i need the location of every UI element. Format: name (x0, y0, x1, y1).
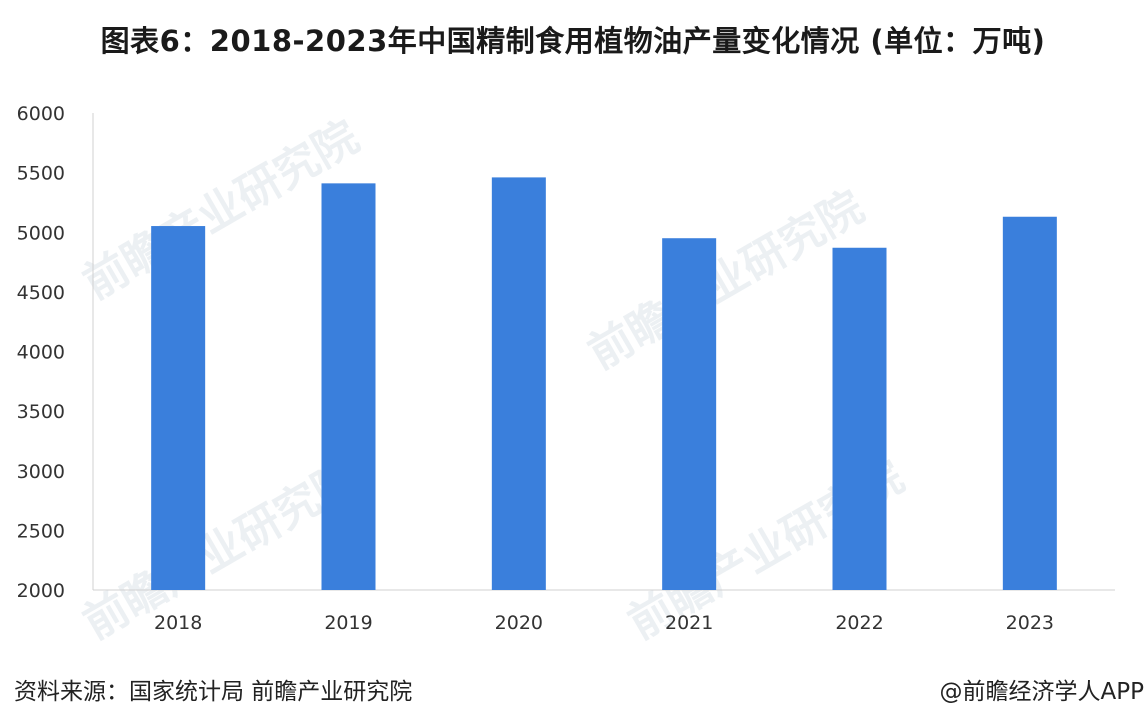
y-tick-label: 4500 (17, 282, 65, 304)
bar-2020 (491, 177, 546, 590)
x-tick-label: 2022 (835, 612, 883, 634)
watermark-text: 前瞻产业研究院 (580, 181, 872, 379)
y-tick-label: 2000 (17, 580, 65, 602)
x-tick-label: 2021 (665, 612, 713, 634)
y-tick-label: 2500 (17, 520, 65, 542)
y-tick-label: 5000 (17, 222, 65, 244)
x-tick-label: 2019 (324, 612, 372, 634)
chart-axes (92, 113, 1115, 591)
y-tick-label: 3500 (17, 401, 65, 423)
y-tick-label: 6000 (17, 103, 65, 125)
x-axis-tick-labels: 2018 2019 2020 2021 2022 2023 (154, 612, 1054, 634)
y-tick-label: 3000 (17, 461, 65, 483)
x-tick-label: 2020 (495, 612, 543, 634)
x-tick-label: 2023 (1006, 612, 1054, 634)
y-axis-tick-labels: 2000 2500 3000 3500 4000 4500 5000 5500 6000 (17, 103, 65, 602)
bar-2018 (151, 226, 206, 590)
y-tick-label: 4000 (17, 342, 65, 364)
bar-series (151, 177, 1057, 591)
bar-2022 (832, 247, 887, 590)
bar-2019 (321, 183, 376, 591)
bar-2023 (1002, 216, 1057, 590)
chart-title: 图表6：2018-2023年中国精制食用植物油产量变化情况 (单位：万吨) (100, 24, 1046, 58)
x-tick-label: 2018 (154, 612, 202, 634)
credit-note: @前瞻经济学人APP (939, 679, 1144, 705)
source-note: 资料来源：国家统计局 前瞻产业研究院 (14, 679, 413, 705)
y-tick-label: 5500 (17, 163, 65, 185)
bar-2021 (662, 238, 717, 590)
